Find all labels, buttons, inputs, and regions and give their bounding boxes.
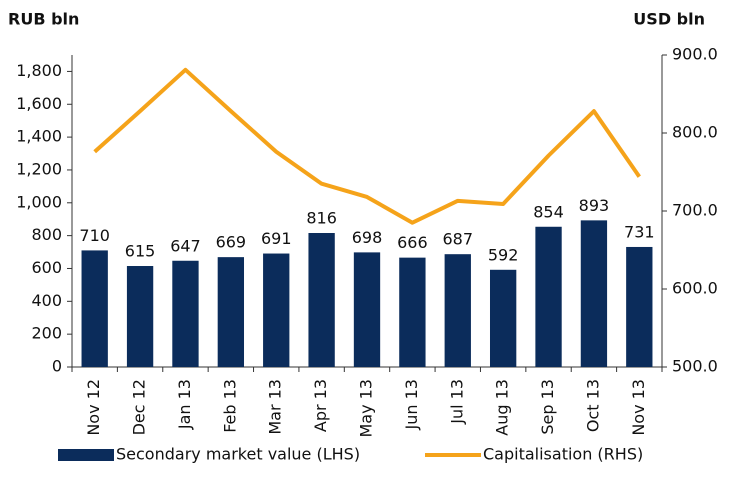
x-tick-label: Oct 13 <box>583 379 602 432</box>
bar-value-label: 854 <box>533 202 564 221</box>
y-tick-label: 1,600 <box>16 94 62 113</box>
x-tick-label: Nov 12 <box>84 379 103 436</box>
bar-value-label: 731 <box>624 222 655 241</box>
bar <box>126 266 154 367</box>
bar-value-label: 710 <box>79 226 110 245</box>
y-tick-label: 1,800 <box>16 61 62 80</box>
x-tick-label: Mar 13 <box>266 379 285 435</box>
bar <box>353 252 381 367</box>
x-tick-label: Feb 13 <box>220 379 239 433</box>
y-tick-label: 1,000 <box>16 192 62 211</box>
bar-value-label: 687 <box>442 230 473 249</box>
bar-value-label: 816 <box>306 209 337 228</box>
x-tick-label: Dec 12 <box>130 379 149 435</box>
x-tick-label: Jul 13 <box>447 379 466 425</box>
bar-value-label: 592 <box>488 245 519 264</box>
y-tick-label: 400 <box>31 291 62 310</box>
bar <box>263 253 290 367</box>
y-tick-label: 0 <box>52 357 62 376</box>
bar-value-label: 691 <box>261 229 292 248</box>
y2-tick-label: 600.0 <box>672 279 718 298</box>
bar <box>308 233 335 367</box>
x-tick-label: Jan 13 <box>175 379 194 430</box>
x-tick-label: Apr 13 <box>311 379 330 432</box>
bar <box>81 250 108 367</box>
y2-axis-title: USD bln <box>633 10 705 29</box>
bar-value-label: 698 <box>352 228 383 247</box>
bar <box>489 269 517 367</box>
y2-tick-label: 900.0 <box>672 45 718 64</box>
y-axis-title: RUB bln <box>8 10 79 29</box>
bar <box>626 246 653 367</box>
y-tick-label: 800 <box>31 225 62 244</box>
legend-label: Secondary market value (LHS) <box>116 445 360 464</box>
bar <box>217 257 245 367</box>
y-tick-label: 600 <box>31 258 62 277</box>
bar <box>580 220 608 367</box>
bar-value-label: 615 <box>125 242 156 261</box>
x-tick-label: Jun 13 <box>402 379 421 430</box>
y2-tick-label: 500.0 <box>672 357 718 376</box>
x-tick-label: Aug 13 <box>493 379 512 436</box>
bar <box>399 257 426 367</box>
bar <box>172 260 199 367</box>
legend-swatch <box>58 449 114 461</box>
y-tick-label: 1,200 <box>16 159 62 178</box>
bar-value-label: 669 <box>216 233 247 252</box>
bar-value-label: 666 <box>397 233 428 252</box>
y-tick-label: 200 <box>31 324 62 343</box>
legend-label: Capitalisation (RHS) <box>483 445 643 464</box>
x-tick-label: May 13 <box>357 379 376 438</box>
y2-tick-label: 800.0 <box>672 123 718 142</box>
x-tick-label: Nov 13 <box>629 379 648 436</box>
y-tick-label: 1,400 <box>16 127 62 146</box>
bar <box>444 254 471 367</box>
line <box>93 67 641 225</box>
y2-tick-label: 700.0 <box>672 201 718 220</box>
x-tick-label: Sep 13 <box>538 379 557 435</box>
bar-value-label: 893 <box>579 196 610 215</box>
bar-value-label: 647 <box>170 236 201 255</box>
bar <box>535 226 562 367</box>
